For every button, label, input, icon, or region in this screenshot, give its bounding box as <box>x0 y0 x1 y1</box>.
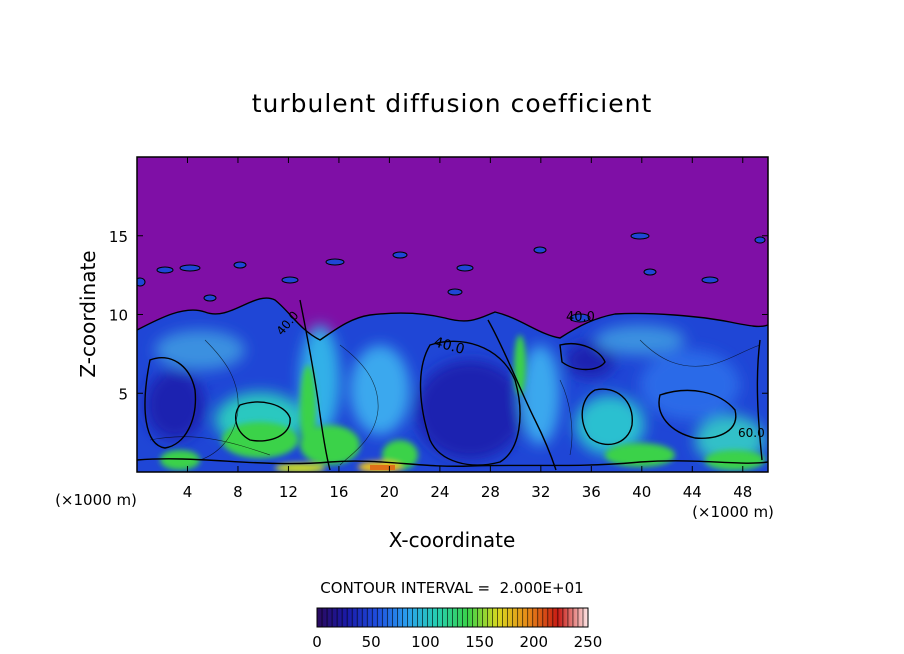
x-tick-label: 28 <box>481 483 500 501</box>
x-tick-label: 36 <box>582 483 601 501</box>
colorbar-tick-label: 0 <box>312 633 322 651</box>
plot-area: 40.0 40.0 40.0 60.0 <box>137 157 768 472</box>
colorbar-tick-label: 200 <box>519 633 548 651</box>
turbulence-field <box>137 298 768 472</box>
x-tick-label: 44 <box>683 483 702 501</box>
colorbar-frame <box>316 607 589 628</box>
x-tick-label: 20 <box>380 483 399 501</box>
x-tick-label: 4 <box>183 483 193 501</box>
x-tick-label: 16 <box>329 483 348 501</box>
x-tick-label: 12 <box>279 483 298 501</box>
colorbar: 0 50 100 150 200 250 <box>312 607 603 651</box>
colorbar-tick-label: 100 <box>411 633 440 651</box>
contour-label: 60.0 <box>738 426 765 440</box>
contour-lines <box>137 297 768 471</box>
contour-label: 40.0 <box>432 334 466 358</box>
colorbar-tick-label: 150 <box>465 633 494 651</box>
y-tick-label: 5 <box>118 385 128 403</box>
contour-lines-thin <box>149 339 761 466</box>
chart-title: turbulent diffusion coefficient <box>252 89 653 118</box>
x-tick-label: 32 <box>531 483 550 501</box>
y-tick-label: 10 <box>109 307 128 325</box>
upper-patches <box>137 232 766 323</box>
contour-label: 40.0 <box>566 310 595 325</box>
x-tick-label: 40 <box>632 483 651 501</box>
x-tick-label: 8 <box>233 483 243 501</box>
y-tick-label: 15 <box>109 228 128 246</box>
y-axis-title: Z-coordinate <box>76 250 100 377</box>
contour-interval: CONTOUR INTERVAL = 2.000E+01 <box>320 579 583 597</box>
colorbar-tick-label: 250 <box>574 633 603 651</box>
x-unit-left: (×1000 m) <box>55 491 137 509</box>
x-unit-right: (×1000 m) <box>692 503 774 521</box>
x-tick-label: 48 <box>733 483 752 501</box>
x-axis-title: X-coordinate <box>389 528 516 552</box>
x-tick-label: 24 <box>430 483 449 501</box>
colorbar-tick-label: 50 <box>362 633 381 651</box>
